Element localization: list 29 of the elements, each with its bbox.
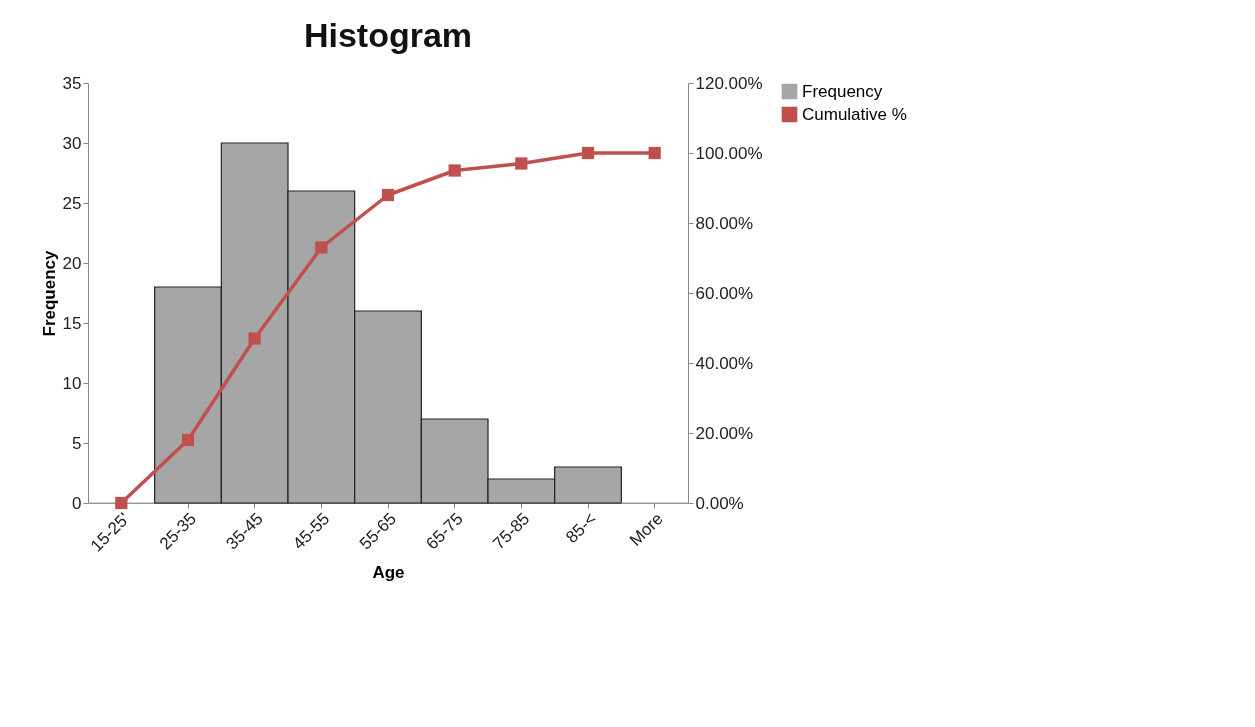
y2-tick-label: 40.00% [695,353,754,373]
point [315,241,328,254]
y-axis-title: Frequency [39,249,59,337]
y-tick-label: 20 [62,253,82,273]
y-tick-label: 25 [62,193,82,213]
y2-tick-label: 120.00% [695,73,763,93]
y2-tick-label: 80.00% [695,213,754,233]
point [181,433,195,447]
y-tick-label: 35 [62,73,82,93]
point [448,164,461,177]
y-tick-label: 10 [62,373,82,393]
y-tick-label: 15 [62,313,82,333]
point [515,157,528,170]
y2-tick-label: 100.00% [695,143,763,163]
legend-label: Cumulative % [802,104,907,124]
y2-tick-label: 0.00% [695,493,744,513]
y-tick-label: 5 [72,433,82,453]
point [248,332,261,345]
x-axis-title: Age [372,562,405,582]
y-tick-label: 0 [72,493,82,513]
chart-title: Histogram [303,16,473,54]
point [381,188,395,202]
point [648,146,661,160]
y-tick-label: 30 [62,133,82,153]
y2-tick-label: 20.00% [695,423,754,443]
y2-tick-label: 60.00% [695,283,754,303]
point [115,496,128,510]
point [581,146,595,160]
legend-label: Frequency [802,81,883,101]
